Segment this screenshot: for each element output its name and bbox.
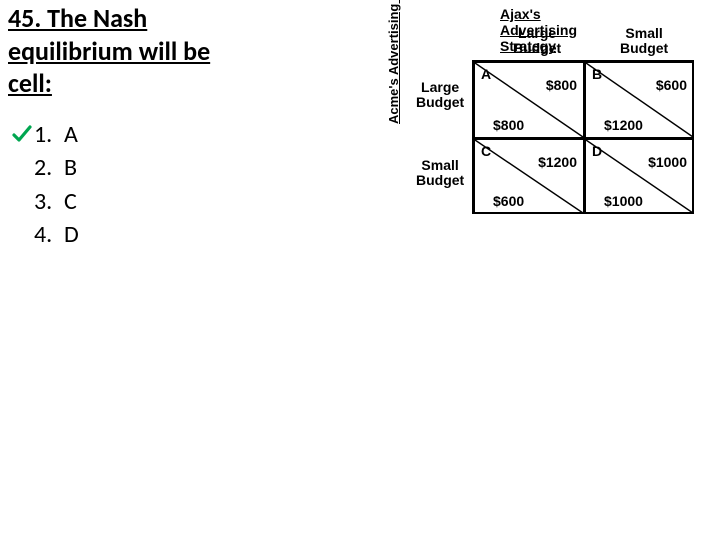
acme-payoff: $600	[493, 193, 524, 209]
ajax-payoff: $1200	[538, 154, 577, 170]
option-num: 3.	[34, 185, 62, 219]
cell-d: D $1000 $1000	[584, 138, 694, 214]
ajax-col-large: LargeBudget	[513, 26, 561, 57]
option-3: 3. C	[12, 185, 238, 219]
ajax-payoff: $800	[546, 77, 577, 93]
option-letter: D	[64, 218, 79, 252]
check-icon	[12, 124, 34, 144]
ajax-col-small: SmallBudget	[620, 26, 668, 57]
cell-label: C	[481, 143, 491, 159]
option-num: 4.	[34, 218, 62, 252]
acme-row-large: LargeBudget	[416, 80, 464, 111]
option-num: 2.	[34, 151, 62, 185]
acme-title: Acme's Advertising Strategy	[386, 0, 401, 124]
acme-row-small: SmallBudget	[416, 158, 464, 189]
cell-c: C $1200 $600	[474, 138, 584, 214]
question-block: 45. The Nash equilibrium will be cell: 1…	[8, 2, 238, 252]
payoff-grid: A $800 $800 B $600 $1200 C $1200 $600 D …	[472, 60, 694, 214]
options-list: 1. A 2. B 3. C 4. D	[12, 118, 238, 252]
ajax-payoff: $1000	[648, 154, 687, 170]
option-2: 2. B	[12, 151, 238, 185]
cell-label: D	[592, 143, 602, 159]
ajax-payoff: $600	[656, 77, 687, 93]
question-title: 45. The Nash equilibrium will be cell:	[8, 2, 238, 100]
acme-payoff: $1200	[604, 117, 643, 133]
option-num: 1.	[34, 118, 62, 152]
cell-b: B $600 $1200	[584, 62, 694, 138]
option-1: 1. A	[12, 118, 238, 152]
option-letter: A	[64, 118, 78, 152]
option-letter: B	[64, 151, 77, 185]
acme-payoff: $800	[493, 117, 524, 133]
cell-label: A	[481, 66, 491, 82]
acme-payoff: $1000	[604, 193, 643, 209]
option-letter: C	[64, 185, 77, 219]
cell-a: A $800 $800	[474, 62, 584, 138]
option-4: 4. D	[12, 218, 238, 252]
cell-label: B	[592, 66, 602, 82]
